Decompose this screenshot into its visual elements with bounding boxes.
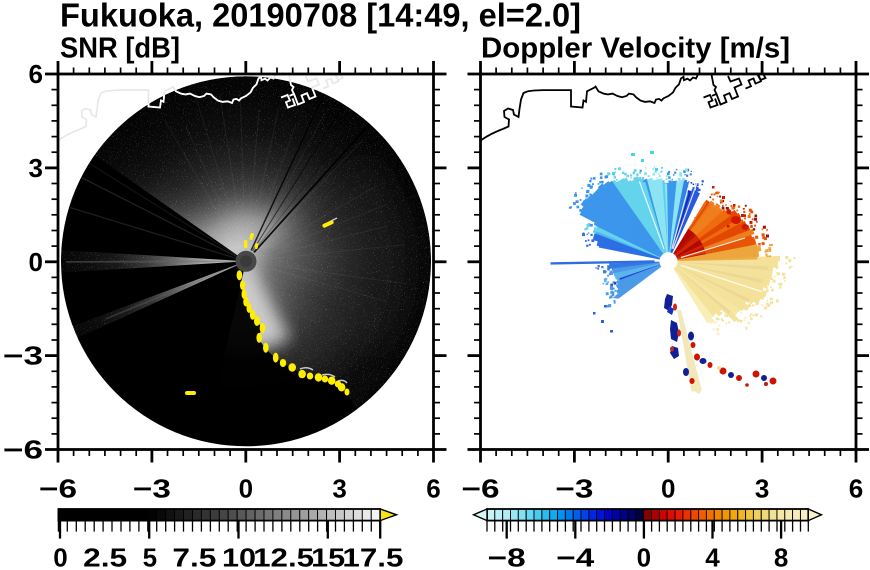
svg-text:−3: −3 — [3, 341, 43, 371]
svg-text:0: 0 — [661, 474, 675, 504]
svg-text:SNR [dB]: SNR [dB] — [60, 33, 180, 65]
svg-text:0: 0 — [53, 543, 67, 570]
svg-text:−3: −3 — [555, 474, 593, 504]
svg-text:4: 4 — [705, 543, 720, 570]
svg-text:6: 6 — [29, 59, 43, 89]
svg-text:3: 3 — [332, 474, 346, 504]
svg-text:8: 8 — [774, 543, 788, 570]
svg-text:−8: −8 — [488, 543, 526, 570]
svg-text:0: 0 — [239, 474, 253, 504]
svg-text:17.5: 17.5 — [342, 543, 403, 570]
svg-text:0: 0 — [637, 543, 651, 570]
svg-text:7.5: 7.5 — [172, 543, 216, 570]
svg-text:−3: −3 — [133, 474, 171, 504]
svg-text:−4: −4 — [556, 543, 595, 570]
svg-text:−6: −6 — [3, 435, 43, 465]
svg-text:5: 5 — [143, 543, 157, 570]
svg-text:Doppler Velocity [m/s]: Doppler Velocity [m/s] — [481, 33, 790, 65]
svg-text:10: 10 — [222, 543, 256, 570]
svg-text:6: 6 — [426, 474, 440, 504]
svg-text:3: 3 — [755, 474, 769, 504]
svg-text:−6: −6 — [462, 474, 500, 504]
svg-text:−6: −6 — [39, 474, 77, 504]
svg-text:2.5: 2.5 — [83, 543, 127, 570]
svg-text:Fukuoka, 20190708 [14:49, el=2: Fukuoka, 20190708 [14:49, el=2.0] — [60, 0, 581, 34]
svg-text:0: 0 — [29, 247, 43, 277]
svg-text:12.5: 12.5 — [253, 543, 314, 570]
svg-text:15: 15 — [311, 543, 345, 570]
svg-text:3: 3 — [29, 153, 43, 183]
svg-text:6: 6 — [849, 474, 863, 504]
